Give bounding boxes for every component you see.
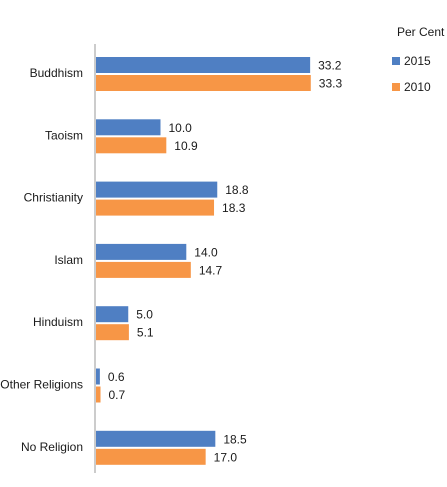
- value-label-hinduism-2015: 5.0: [136, 308, 153, 322]
- legend: Per Cent 2015 2010: [392, 25, 445, 94]
- category-label-other-religions: Other Religions: [0, 378, 83, 392]
- value-label-islam-2015: 14.0: [194, 245, 218, 259]
- legend-swatch-2015: [392, 57, 400, 65]
- legend-title: Per Cent: [397, 25, 445, 39]
- legend-label-2015: 2015: [404, 54, 431, 68]
- value-label-taoism-2010: 10.9: [174, 139, 198, 153]
- category-label-no-religion: No Religion: [21, 440, 83, 454]
- category-label-hinduism: Hinduism: [33, 315, 83, 329]
- bar-christianity-2010: [96, 199, 215, 216]
- value-label-no-religion-2010: 17.0: [214, 450, 238, 464]
- category-label-islam: Islam: [54, 253, 83, 267]
- bar-taoism-2010: [96, 137, 167, 154]
- bar-other-religions-2010: [96, 386, 101, 403]
- value-label-buddhism-2015: 33.2: [318, 59, 342, 73]
- value-label-christianity-2015: 18.8: [225, 183, 249, 197]
- value-label-other-religions-2010: 0.7: [109, 388, 126, 402]
- bar-other-religions-2015: [96, 368, 100, 385]
- legend-label-2010: 2010: [404, 80, 431, 94]
- value-label-other-religions-2015: 0.6: [108, 370, 125, 384]
- value-label-no-religion-2015: 18.5: [223, 432, 247, 446]
- category-label-taoism: Taoism: [45, 128, 83, 142]
- value-label-hinduism-2010: 5.1: [137, 326, 154, 340]
- bars-layer: 33.2 33.3 10.0 10.9 18.8 18.3 14.0 14.7 5.0 5.1 0.…: [96, 57, 342, 465]
- bar-no-religion-2015: [96, 430, 216, 447]
- bar-islam-2015: [96, 243, 187, 260]
- bar-taoism-2015: [96, 119, 161, 136]
- bar-hinduism-2015: [96, 306, 129, 323]
- bar-no-religion-2010: [96, 448, 206, 465]
- category-label-christianity: Christianity: [24, 191, 83, 205]
- legend-swatch-2010: [392, 83, 400, 91]
- bar-christianity-2015: [96, 181, 218, 198]
- bar-hinduism-2010: [96, 324, 129, 341]
- value-label-islam-2010: 14.7: [199, 263, 223, 277]
- value-label-taoism-2015: 10.0: [169, 121, 193, 135]
- bar-islam-2010: [96, 261, 191, 278]
- value-label-buddhism-2010: 33.3: [319, 77, 343, 91]
- value-label-christianity-2010: 18.3: [222, 201, 246, 215]
- bar-buddhism-2010: [96, 75, 311, 91]
- category-label-buddhism: Buddhism: [30, 66, 83, 80]
- bar-buddhism-2015: [96, 57, 311, 73]
